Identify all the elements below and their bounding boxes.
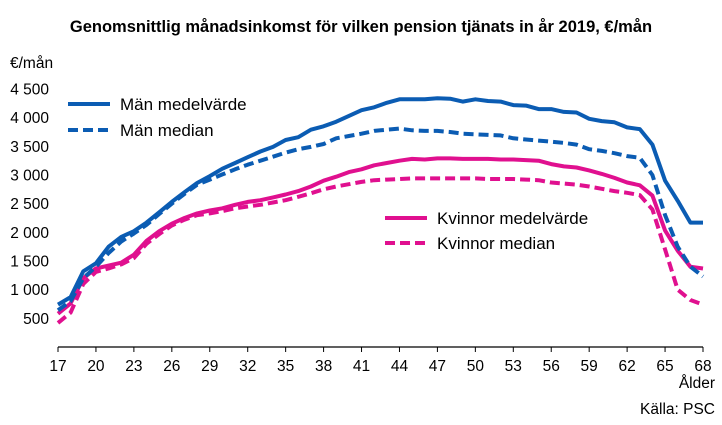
x-tick-label: 20	[87, 358, 105, 375]
x-tick-label: 26	[163, 358, 180, 375]
y-tick-label: 2 000	[10, 225, 49, 242]
legend-man-mean-label: Män medelvärde	[120, 95, 247, 114]
x-tick-label: 53	[505, 358, 522, 375]
x-tick-label: 29	[201, 358, 218, 375]
series-line-man-median	[56, 126, 705, 312]
series-line-women-median	[56, 176, 704, 325]
y-tick-label: 3 500	[10, 139, 49, 156]
x-tick-label: 62	[618, 358, 635, 375]
x-tick-label: 56	[543, 358, 560, 375]
x-tick-label: 32	[239, 358, 256, 375]
legend-women-mean-label: Kvinnor medelvärde	[437, 209, 588, 228]
x-tick-label: 59	[581, 358, 598, 375]
series-line-man-mean	[56, 96, 703, 307]
x-tick-label: 65	[656, 358, 673, 375]
x-tick-label: 44	[391, 358, 409, 375]
legend: Män medelvärde Män median Kvinnor medelvär…	[68, 95, 588, 253]
x-tick-label: 41	[353, 358, 370, 375]
x-tick-label: 17	[49, 358, 66, 375]
x-tick-label: 35	[277, 358, 294, 375]
x-tick-label: 50	[467, 358, 485, 375]
x-axis-label: Ålder	[679, 375, 715, 392]
x-tick-label: 68	[694, 358, 711, 375]
y-tick-label: 1 500	[10, 254, 49, 271]
source-note: Källa: PSC	[640, 401, 715, 418]
y-tick-label: 3 000	[10, 168, 49, 185]
plot-area	[56, 96, 705, 325]
y-tick-label: 500	[23, 311, 49, 328]
y-tick-label: 2 500	[10, 196, 49, 213]
y-axis-label: €/mån	[10, 55, 53, 72]
y-tick-label: 1 000	[10, 282, 49, 299]
y-tick-label: 4 000	[10, 110, 49, 127]
x-tick-label: 23	[125, 358, 142, 375]
axes: 17 20 23 26 29 32 35 38 41 44 47 50 53 56 59 62 65 68 500 1…	[10, 82, 711, 376]
series-line-women-mean	[56, 156, 704, 316]
y-tick-label: 4 500	[10, 82, 49, 99]
chart-title: Genomsnittlig månadsinkomst för vilken p…	[70, 18, 652, 36]
legend-man-median-label: Män median	[120, 121, 214, 140]
legend-women-median-label: Kvinnor median	[437, 234, 555, 253]
x-tick-label: 38	[315, 358, 332, 375]
x-tick-label: 47	[429, 358, 446, 375]
